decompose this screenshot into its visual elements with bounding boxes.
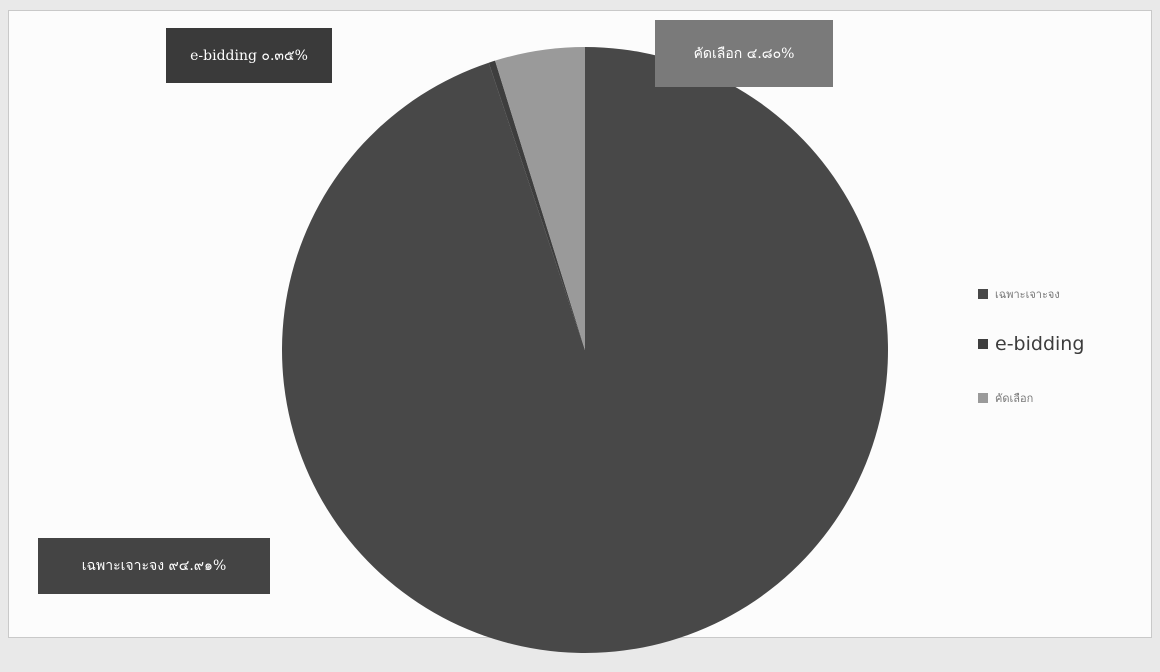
legend-swatch	[978, 289, 988, 299]
pie-slice-ebidding	[488, 60, 585, 351]
data-label-selection: คัดเลือก ๔.๘๐%	[655, 20, 833, 87]
legend-swatch	[978, 393, 988, 403]
legend-label: เฉพาะเจาะจง	[995, 288, 1060, 301]
legend-label: คัดเลือก	[995, 392, 1034, 405]
pie-slice-specific	[282, 47, 889, 653]
legend-swatch	[978, 339, 988, 349]
legend-item-specific: เฉพาะเจาะจง	[978, 282, 1084, 306]
legend-item-selection: คัดเลือก	[978, 386, 1084, 410]
pie-slice-selection	[495, 47, 585, 350]
data-label-specific: เฉพาะเจาะจง ๙๔.๙๑%	[38, 538, 270, 594]
data-label-ebidding: e-bidding ๐.๓๕%	[166, 28, 332, 83]
legend-item-ebidding: e-bidding	[978, 332, 1084, 356]
legend-label: e-bidding	[995, 333, 1085, 355]
chart-legend: เฉพาะเจาะจง e-bidding คัดเลือก	[978, 282, 1084, 440]
